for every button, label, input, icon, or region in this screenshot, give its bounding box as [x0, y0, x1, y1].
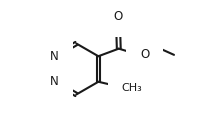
- Text: N: N: [50, 75, 59, 88]
- Text: O: O: [113, 10, 123, 23]
- Text: O: O: [140, 48, 149, 61]
- Text: N: N: [50, 50, 59, 63]
- Text: CH₃: CH₃: [121, 83, 142, 93]
